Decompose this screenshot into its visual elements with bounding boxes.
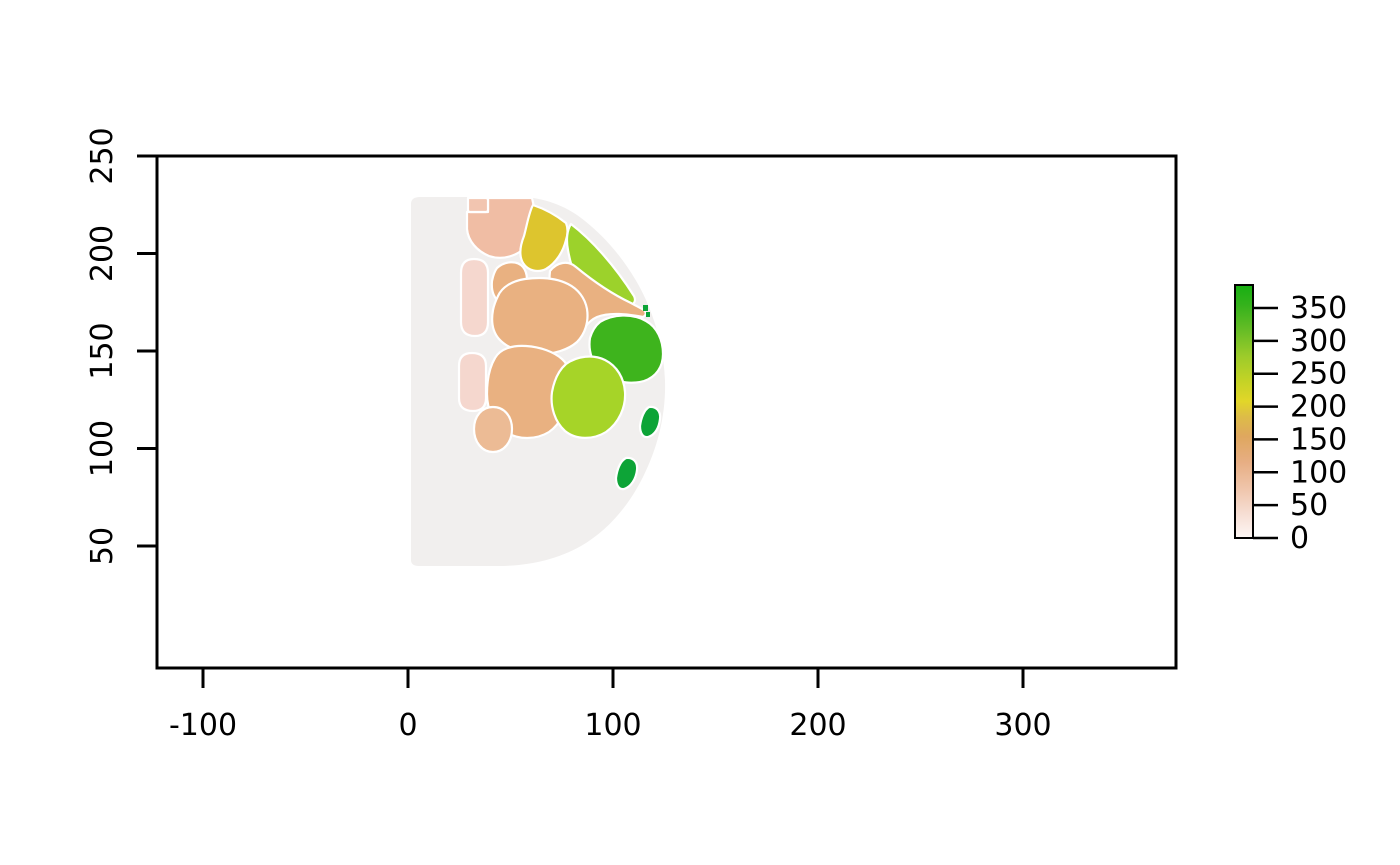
plot-border (155, 154, 1178, 670)
y-tick-label-100: 100 (85, 420, 120, 477)
legend-tick-label-100: 100 (1290, 455, 1347, 490)
x-tick-label-200: 200 (789, 708, 846, 743)
x-tick-label-100: 100 (584, 708, 641, 743)
region-yellow (519, 203, 569, 273)
legend-tick-label-350: 350 (1290, 291, 1347, 326)
x-tick-label-300: 300 (994, 708, 1051, 743)
legend-tick-label-200: 200 (1290, 390, 1347, 425)
legend-tick-label-250: 250 (1290, 357, 1347, 392)
region-pink-capsule-1 (459, 257, 490, 338)
region-yellowgreen-lower (550, 355, 627, 439)
legend-tick-label-50: 50 (1290, 488, 1328, 523)
y-tick-label-50: 50 (85, 527, 120, 565)
region-darkgreen-1 (638, 405, 662, 439)
y-tick-label-150: 150 (85, 322, 120, 379)
raster-map (411, 196, 666, 566)
y-axis: 50 100 150 200 250 (85, 127, 157, 565)
region-pink-capsule-2 (457, 351, 488, 413)
x-tick-label--100: -100 (169, 708, 237, 743)
legend-gradient-bar (1234, 284, 1254, 539)
region-pink-square (466, 196, 490, 214)
legend-tick-label-150: 150 (1290, 422, 1347, 457)
y-tick-label-250: 250 (85, 127, 120, 184)
legend-tick-label-0: 0 (1290, 521, 1309, 556)
legend-tick-label-300: 300 (1290, 324, 1347, 359)
plot-box (155, 154, 1178, 670)
x-tick-label-0: 0 (398, 708, 417, 743)
region-green-dot-1 (643, 305, 648, 311)
region-green-dot-2 (646, 312, 650, 317)
region-salmon-round (472, 405, 514, 454)
region-darkgreen-2 (614, 456, 639, 491)
y-tick-label-200: 200 (85, 225, 120, 282)
region-tan-upper (491, 276, 589, 356)
x-axis: -100 0 100 200 300 (169, 668, 1052, 743)
